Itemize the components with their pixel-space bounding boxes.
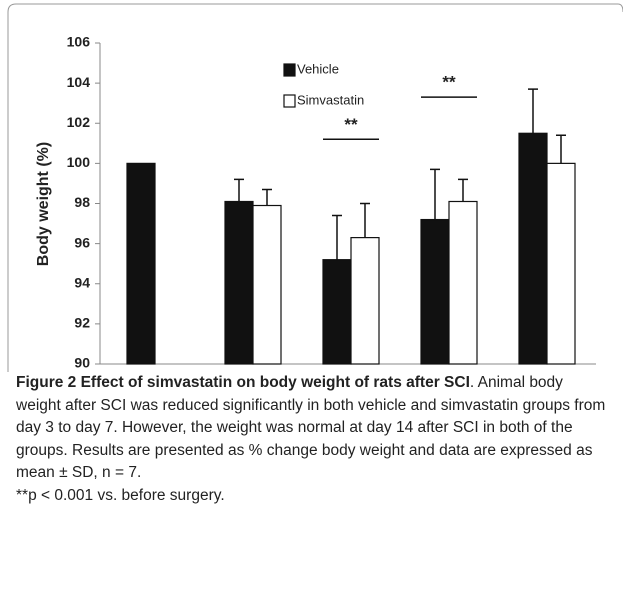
bar	[322, 259, 352, 365]
y-tick-label: 100	[67, 154, 91, 170]
bar	[350, 237, 380, 365]
caption-text: . Animal body weight after SCI was reduc…	[16, 374, 606, 481]
caption: Figure 2 Effect of simvastatin on body w…	[16, 372, 612, 507]
bar	[126, 162, 156, 365]
error-bar	[556, 134, 566, 164]
error-bar	[360, 202, 370, 238]
error-bar	[234, 178, 244, 202]
error-bar	[458, 178, 468, 202]
caption-note: **p < 0.001 vs. before surgery.	[16, 486, 225, 504]
bar	[518, 132, 548, 365]
y-tick-label: 98	[74, 194, 90, 210]
legend-label: Simvastatin	[297, 92, 364, 107]
annotation: **	[442, 73, 456, 92]
error-bar	[262, 188, 272, 206]
bar	[546, 162, 576, 365]
legend-swatch	[283, 63, 296, 77]
bar	[420, 218, 450, 365]
bar	[252, 204, 282, 365]
y-tick-label: 94	[74, 274, 90, 290]
error-bar	[332, 214, 342, 260]
caption-title: Figure 2 Effect of simvastatin on body w…	[16, 374, 470, 391]
y-tick-label: 92	[74, 315, 90, 331]
y-tick-label: 106	[67, 34, 91, 50]
bar	[224, 200, 254, 365]
legend-swatch	[283, 94, 296, 108]
y-tick-label: 90	[74, 355, 90, 371]
y-tick-label: 96	[74, 234, 90, 250]
error-bar	[528, 88, 538, 134]
legend-label: Vehicle	[297, 61, 339, 76]
annotation: **	[344, 115, 358, 134]
chart: Body weight (%) 9092949698100102104106Be…	[7, 3, 623, 372]
frame	[7, 3, 623, 372]
y-tick-label: 102	[67, 114, 91, 130]
bar	[448, 200, 478, 365]
y-tick-label: 104	[67, 74, 91, 90]
y-axis-label: Body weight (%)	[35, 142, 52, 266]
error-bar	[430, 168, 440, 220]
